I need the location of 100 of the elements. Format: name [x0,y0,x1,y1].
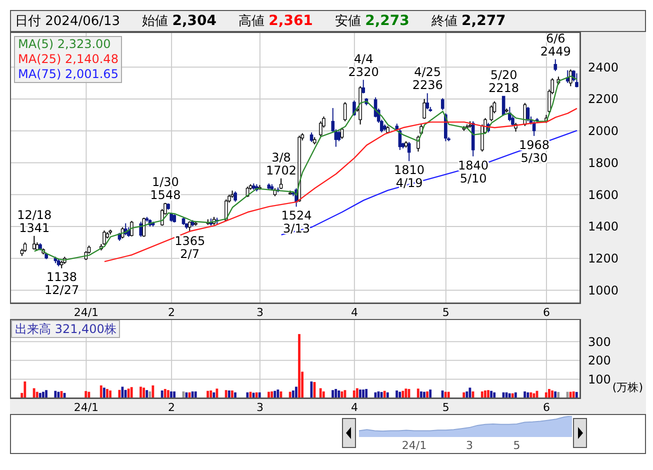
candlestick [102,230,106,246]
bar [548,388,550,398]
text: MA(25) 2,140.48 [18,52,118,67]
y-tick-label: 2200 [588,92,619,106]
bar [210,390,212,398]
bar [356,388,358,398]
x-tick-label: 24/1 [74,306,99,319]
bar [447,392,450,398]
text: 始値 2,304 [142,13,216,29]
candlestick [554,58,558,72]
bar [100,385,102,398]
bar [32,388,36,398]
bar [102,388,106,398]
text: 高値 2,361 [238,13,313,29]
x-tick-label: 24/1 [402,438,427,452]
bar [45,390,48,398]
annotation: 1138 12/27 [44,270,80,298]
y-tick-label: 1200 [588,252,619,266]
bar [268,392,270,398]
bar [429,390,432,398]
bar [170,391,172,398]
bar [416,388,420,398]
annotation: 12/18 1341 [17,208,52,235]
annotation: 6/6 2449 [540,31,571,58]
bar [292,390,294,398]
bar [524,391,526,398]
bar [466,391,468,398]
bar [359,390,362,398]
candlestick [407,141,411,162]
x-tick-label: 3 [466,438,473,452]
bar [54,390,57,398]
bar [130,387,133,398]
candlestick [130,220,134,237]
candlestick [337,130,341,142]
bar [340,391,344,398]
candlestick [422,98,426,120]
bar [398,392,402,398]
bar [270,391,274,398]
bar [557,392,560,398]
bar [228,390,230,398]
bar [462,392,466,398]
bar [295,386,298,398]
candlestick [575,72,578,88]
annotation: 4/4 2320 [348,52,379,79]
y-axis-title: (万株) [612,380,643,395]
bar [36,392,38,398]
bar [88,392,90,398]
y-tick-label: 1000 [588,284,619,298]
x-tick-label: 3 [256,400,264,414]
y-tick-label: 200 [588,354,611,368]
text: 安値 2,273 [334,13,410,29]
bar [194,391,197,398]
bar [166,390,170,398]
candlestick [310,132,314,142]
bar [404,388,408,398]
bar [42,392,44,398]
x-tick-label: 5 [513,438,520,452]
bar [332,390,334,398]
bar [484,390,486,398]
bar [164,388,166,398]
bar [493,392,496,398]
bar [255,392,258,398]
x-tick-label: 24/1 [74,400,99,414]
bar [152,385,154,398]
y-tick-label: 2000 [588,124,619,138]
bar [544,392,548,398]
bar [160,390,164,398]
text: MA(75) 2,001.65 [18,67,118,82]
bar [468,388,472,398]
bar [182,391,185,398]
bar [57,392,60,398]
annotation: 5/20 2218 [488,68,520,96]
bar [118,390,121,398]
bar [551,390,554,398]
bar [230,390,234,398]
x-tick-label: 5 [442,400,450,414]
annotation: 4/25 2236 [412,65,443,92]
bar [362,390,364,398]
candlestick [319,120,322,138]
bar [423,392,426,398]
bar [206,390,210,398]
bar [322,391,325,398]
bar [526,392,530,398]
bar [310,381,313,398]
candlestick [440,98,444,111]
candlestick [188,220,192,233]
candlestick [279,178,283,190]
bar [352,390,356,398]
y-tick-label: 100 [588,372,611,386]
line-series [104,108,578,262]
bar [396,390,398,398]
bar [480,391,484,398]
bar [24,381,26,398]
text: MA(5) 2,323.00 [18,37,112,52]
bar [191,391,194,398]
bar [386,392,389,398]
bar [173,391,176,398]
chart-title: 出来高 321,400株 [11,320,120,338]
x-tick-label: 2 [168,400,176,414]
bar [84,391,88,398]
